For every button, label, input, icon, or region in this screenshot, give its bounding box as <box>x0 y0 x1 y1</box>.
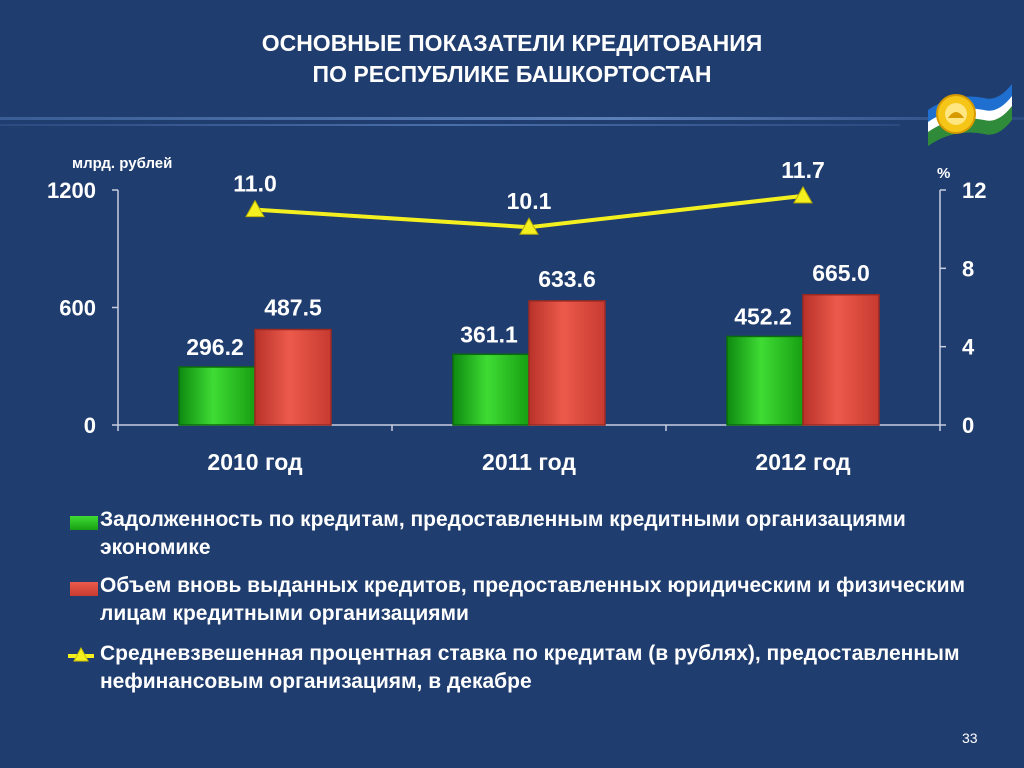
bar-debt-value-label: 452.2 <box>734 303 792 329</box>
rate-value-label: 11.7 <box>781 157 825 183</box>
decor-stripe-2 <box>0 124 900 126</box>
page-number: 33 <box>962 730 978 746</box>
slide-title: ОСНОВНЫЕ ПОКАЗАТЕЛИ КРЕДИТОВАНИЯ ПО РЕСП… <box>0 28 1024 90</box>
bar-debt <box>178 366 256 426</box>
bar-new-loans <box>802 294 880 426</box>
rate-point-triangle-icon <box>245 199 265 218</box>
bar-debt <box>452 353 530 426</box>
rate-point-triangle-icon <box>519 217 539 235</box>
y-right-tick-label: 0 <box>962 413 974 438</box>
rate-value-label: 11.0 <box>233 171 277 197</box>
x-category-label: 2012 год <box>755 449 851 475</box>
y-left-tick-label: 600 <box>59 296 96 321</box>
bashkortostan-flag-emblem-icon <box>928 84 1012 146</box>
legend-label-rate: Средневзвешенная процентная ставка по кр… <box>100 642 960 693</box>
bar-new-loans-value-label: 487.5 <box>264 295 322 321</box>
bar-new-loans-value-label: 633.6 <box>538 266 596 292</box>
title-line-2: ПО РЕСПУБЛИКЕ БАШКОРТОСТАН <box>312 61 712 87</box>
y-right-tick-label: 4 <box>962 335 975 360</box>
y-right-tick-label: 8 <box>962 256 974 281</box>
bar-debt <box>726 335 804 426</box>
y-left-tick-label: 1200 <box>47 178 96 203</box>
legend-label-new-loans: Объем вновь выданных кредитов, предостав… <box>100 574 966 625</box>
legend-swatch-line-triangle-icon <box>68 646 94 662</box>
legend-label-debt: Задолженность по кредитам, предоставленн… <box>100 508 906 559</box>
bar-debt-value-label: 296.2 <box>186 334 244 360</box>
title-line-1: ОСНОВНЫЕ ПОКАЗАТЕЛИ КРЕДИТОВАНИЯ <box>261 30 763 56</box>
y-right-unit-label: % <box>937 165 950 182</box>
bar-new-loans <box>254 328 332 426</box>
y-right-tick-label: 12 <box>962 178 986 203</box>
bar-new-loans <box>528 300 606 426</box>
bar-debt-value-label: 361.1 <box>460 321 518 347</box>
rate-point-triangle-icon <box>793 185 813 204</box>
bar-new-loans-value-label: 665.0 <box>812 260 870 286</box>
x-category-label: 2011 год <box>482 449 576 475</box>
y-left-tick-label: 0 <box>84 413 96 438</box>
legend-swatch-red <box>70 582 98 596</box>
decor-stripe-1 <box>0 117 1024 120</box>
legend-swatch-green <box>70 516 98 530</box>
y-left-unit-label: млрд. рублей <box>72 155 172 172</box>
x-category-label: 2010 год <box>207 449 303 475</box>
credit-chart: 0 600 1200 0 4 8 12 млрд. рублей% 2010 год 2011 … <box>47 155 986 475</box>
rate-value-label: 10.1 <box>507 188 552 214</box>
